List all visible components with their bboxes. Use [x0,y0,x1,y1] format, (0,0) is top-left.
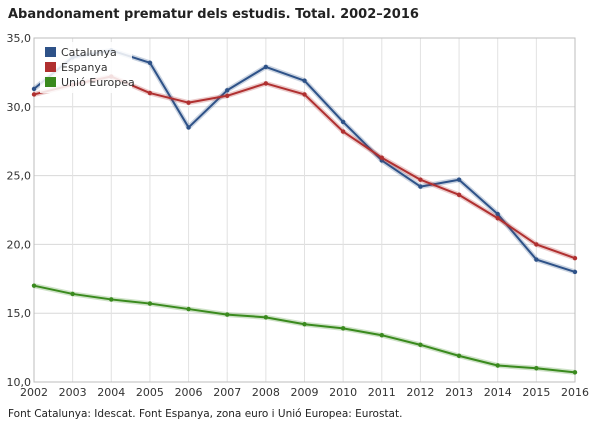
x-tick-label: 2012 [406,386,434,399]
data-point[interactable] [495,363,500,368]
x-axis-ticks: 2002 2003 2004 2005 2006 2007 2008 2009 2010 2011… [20,386,589,399]
data-point[interactable] [225,93,230,98]
x-tick-label: 2009 [291,386,319,399]
plot-frame [33,37,576,383]
legend-swatch[interactable] [45,77,56,87]
y-tick-label: 35,0 [7,32,32,45]
data-point[interactable] [418,342,423,348]
x-tick-label: 2013 [445,386,473,399]
data-point[interactable] [572,370,578,375]
x-tick-label: 2002 [20,386,48,399]
data-point[interactable] [263,315,269,320]
data-point[interactable] [147,60,153,65]
legend-label[interactable]: Espanya [61,61,108,74]
data-point[interactable] [340,129,346,134]
x-tick-label: 2014 [484,386,512,399]
data-point[interactable] [418,177,423,182]
data-point[interactable] [495,211,500,217]
x-tick-label: 2005 [136,386,164,399]
data-point[interactable] [534,242,539,247]
legend[interactable]: Catalunya Espanya Unió Europea [40,42,135,93]
legend-swatch[interactable] [45,62,56,72]
y-tick-label: 20,0 [7,238,32,251]
data-point[interactable] [109,297,114,302]
data-point[interactable] [379,155,384,160]
data-point[interactable] [70,291,75,297]
x-tick-label: 2016 [561,386,589,399]
x-tick-label: 2003 [59,386,87,399]
y-tick-label: 15,0 [7,307,32,320]
data-point[interactable] [495,216,500,221]
grid [33,37,576,383]
data-point[interactable] [263,64,269,70]
source-note: Font Catalunya: Idescat. Font Espanya, z… [8,408,403,420]
y-tick-label: 25,0 [7,170,32,183]
data-point[interactable] [31,92,37,97]
data-point[interactable] [572,269,578,275]
x-tick-label: 2010 [329,386,357,399]
data-point[interactable] [302,78,307,83]
data-point[interactable] [186,306,191,312]
y-axis-ticks: 10,0 15,0 20,0 25,0 30,0 35,0 [7,32,32,389]
data-point[interactable] [534,257,539,262]
legend-label[interactable]: Unió Europea [61,76,135,89]
y-tick-label: 30,0 [7,101,32,114]
data-point[interactable] [263,81,269,86]
data-point[interactable] [186,100,191,105]
chart-title: Abandonament prematur dels estudis. Tota… [8,7,419,22]
data-point[interactable] [225,312,230,317]
data-point[interactable] [147,90,153,96]
legend-swatch[interactable] [45,47,56,57]
data-point[interactable] [302,322,307,327]
data-point[interactable] [31,86,37,92]
x-tick-label: 2008 [252,386,280,399]
x-tick-label: 2006 [175,386,203,399]
data-point[interactable] [340,326,346,331]
data-point[interactable] [534,366,539,371]
data-point[interactable] [147,301,153,306]
data-point[interactable] [456,177,462,182]
data-point[interactable] [302,92,307,97]
data-point[interactable] [456,192,462,198]
data-point[interactable] [418,184,423,189]
x-tick-label: 2007 [213,386,241,399]
data-point[interactable] [340,119,346,125]
data-point[interactable] [225,88,230,93]
data-point[interactable] [572,255,578,261]
data-point[interactable] [186,125,191,130]
data-point[interactable] [31,283,37,288]
x-tick-label: 2011 [368,386,396,399]
x-tick-label: 2015 [522,386,550,399]
legend-label[interactable]: Catalunya [61,46,117,59]
x-tick-label: 2004 [97,386,125,399]
data-point[interactable] [379,333,384,338]
data-point[interactable] [456,353,462,359]
y-tick-label: 10,0 [7,376,32,389]
